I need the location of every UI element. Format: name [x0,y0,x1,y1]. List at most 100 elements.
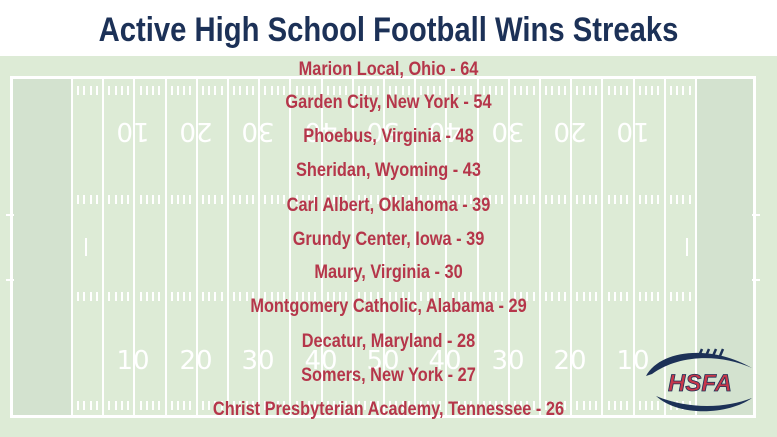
hash-mark [208,292,210,301]
hash-mark [551,292,553,301]
hash-mark [252,195,254,204]
yard-line [289,79,291,415]
hash-mark [614,86,616,95]
hash-mark [271,195,273,204]
yard-number-bottom: 40 [428,346,462,376]
hash-mark [296,401,298,410]
hash-mark [689,86,691,95]
hash-mark [171,86,173,95]
list-item: Marion Local, Ohio - 64 [298,59,479,80]
hash-mark [108,86,110,95]
hash-mark [470,401,472,410]
hash-mark [308,401,310,410]
hash-mark [345,401,347,410]
hash-mark [564,401,566,410]
hash-mark [302,292,304,301]
hash-mark [626,195,628,204]
hash-mark [495,401,497,410]
hash-mark [620,292,622,301]
hash-mark [171,292,173,301]
hash-mark [327,292,329,301]
hash-mark [433,195,435,204]
hash-mark [458,195,460,204]
hash-mark [595,86,597,95]
yard-line [601,79,603,415]
hash-mark [158,195,160,204]
hash-mark [452,195,454,204]
yard-line [383,79,385,415]
hash-mark [339,195,341,204]
hash-mark [626,401,628,410]
hash-mark [639,86,641,95]
hash-mark [314,401,316,410]
hash-mark [90,292,92,301]
hash-mark [221,292,223,301]
hash-mark [402,292,404,301]
yard-line [508,79,510,415]
hash-mark [208,401,210,410]
hash-mark [77,86,79,95]
hash-mark [620,401,622,410]
hash-mark [140,292,142,301]
hash-mark [221,401,223,410]
hash-mark [595,292,597,301]
hash-mark [252,292,254,301]
hash-mark [358,195,360,204]
list-item: Montgomery Catholic, Alabama - 29 [250,296,527,317]
list-item: Sheridan, Wyoming - 43 [296,160,481,181]
yard-number-bottom: 30 [491,346,525,376]
hash-mark [583,292,585,301]
hash-mark [620,86,622,95]
hash-mark [239,401,241,410]
hash-mark [214,86,216,95]
hash-mark [327,195,329,204]
hash-mark [239,292,241,301]
hash-mark [339,292,341,301]
hash-mark [526,401,528,410]
hash-mark [333,195,335,204]
hash-mark [583,401,585,410]
side-tick [6,279,14,281]
hash-mark [327,401,329,410]
hash-mark [408,292,410,301]
yard-line [196,79,198,415]
hash-mark [339,401,341,410]
hash-mark [121,86,123,95]
hash-mark [489,86,491,95]
hash-mark [495,195,497,204]
svg-text:HSFA: HSFA [668,370,732,397]
hash-mark [370,401,372,410]
hash-mark [377,292,379,301]
hash-mark [246,292,248,301]
hash-mark [639,292,641,301]
hash-mark [370,292,372,301]
hash-mark [514,195,516,204]
hash-mark [427,86,429,95]
hash-mark [558,86,560,95]
hash-mark [614,292,616,301]
yard-number-bottom: 30 [241,346,275,376]
hash-mark [526,292,528,301]
yard-line [352,79,354,415]
hash-mark [177,401,179,410]
hash-mark [670,195,672,204]
side-tick [6,214,14,216]
hash-mark [427,292,429,301]
hash-mark [576,292,578,301]
hash-mark [420,86,422,95]
hash-mark [682,86,684,95]
hash-mark [545,86,547,95]
hash-mark [682,292,684,301]
hash-mark [314,292,316,301]
yard-number-bottom: 20 [179,346,213,376]
hash-mark [277,195,279,204]
hash-mark [208,195,210,204]
hash-mark [558,292,560,301]
hash-mark [676,86,678,95]
hash-mark [670,401,672,410]
hash-mark [670,86,672,95]
yard-line [321,79,323,415]
hash-mark [595,401,597,410]
hash-mark [77,195,79,204]
hash-mark [183,86,185,95]
